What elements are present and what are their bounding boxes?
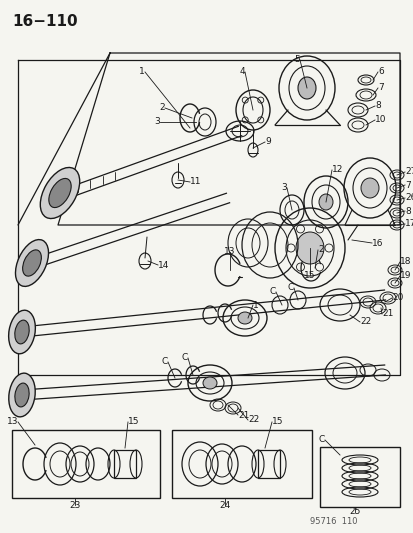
Text: 13: 13 <box>7 417 18 426</box>
Text: C: C <box>181 353 188 362</box>
Text: 16−110: 16−110 <box>12 14 78 29</box>
Text: 11: 11 <box>190 177 201 187</box>
Text: 3: 3 <box>280 183 286 192</box>
Text: 16: 16 <box>371 238 382 247</box>
Bar <box>12 430 159 498</box>
Ellipse shape <box>15 239 48 286</box>
Text: 7: 7 <box>377 84 383 93</box>
Text: 6: 6 <box>377 68 383 77</box>
Text: 15: 15 <box>304 271 315 279</box>
Ellipse shape <box>23 250 41 276</box>
Text: 22: 22 <box>247 416 259 424</box>
Text: 21: 21 <box>237 410 249 419</box>
Text: 24: 24 <box>219 500 230 510</box>
Ellipse shape <box>49 179 71 207</box>
Text: 8: 8 <box>404 206 410 215</box>
Text: 1: 1 <box>139 68 145 77</box>
Text: 9: 9 <box>264 138 270 147</box>
Ellipse shape <box>9 373 35 417</box>
Text: 14: 14 <box>158 261 169 270</box>
Text: 15: 15 <box>271 417 283 426</box>
Text: 22: 22 <box>359 318 370 327</box>
Text: 2: 2 <box>159 103 165 112</box>
Text: 21: 21 <box>381 310 392 319</box>
Ellipse shape <box>237 312 252 324</box>
Text: 27: 27 <box>404 167 413 176</box>
Ellipse shape <box>9 310 35 354</box>
Ellipse shape <box>295 232 323 264</box>
Text: 5: 5 <box>294 55 299 64</box>
Ellipse shape <box>318 194 332 210</box>
Text: 18: 18 <box>399 257 411 266</box>
Ellipse shape <box>202 377 216 389</box>
Bar <box>114 450 136 478</box>
Text: 25: 25 <box>349 507 360 516</box>
Text: 19: 19 <box>399 271 411 280</box>
Text: 15: 15 <box>128 417 139 426</box>
Text: 26: 26 <box>404 193 413 203</box>
Bar <box>171 430 311 498</box>
Bar <box>319 447 399 507</box>
Text: 12: 12 <box>331 166 342 174</box>
Bar <box>257 450 279 478</box>
Text: 23: 23 <box>69 500 81 510</box>
Text: C: C <box>287 284 293 293</box>
Text: 95716  110: 95716 110 <box>309 517 357 526</box>
Text: 17: 17 <box>404 220 413 229</box>
Ellipse shape <box>15 320 29 344</box>
Text: 3: 3 <box>154 117 159 126</box>
Text: C: C <box>318 435 324 445</box>
Text: 4: 4 <box>239 68 244 77</box>
Text: 8: 8 <box>374 101 380 110</box>
Text: 7: 7 <box>404 181 410 190</box>
Ellipse shape <box>15 383 29 407</box>
Text: C: C <box>269 287 275 296</box>
Text: 10: 10 <box>374 116 386 125</box>
Ellipse shape <box>297 77 315 99</box>
Text: 1: 1 <box>252 301 258 310</box>
Text: 13: 13 <box>224 247 235 256</box>
Ellipse shape <box>40 167 80 219</box>
Text: 20: 20 <box>391 294 402 303</box>
Ellipse shape <box>360 178 378 198</box>
Text: C: C <box>161 358 168 367</box>
Text: 2: 2 <box>317 246 323 254</box>
